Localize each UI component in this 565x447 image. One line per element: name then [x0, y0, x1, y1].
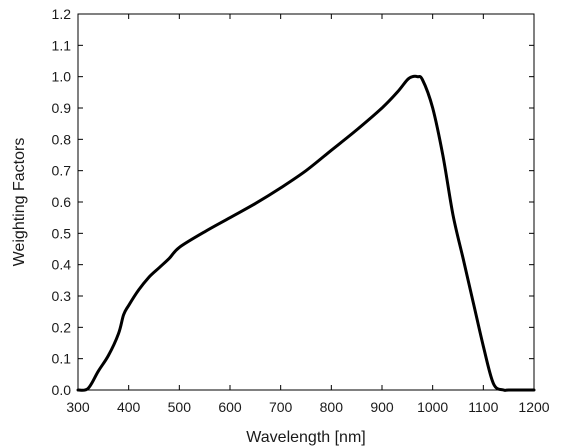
- x-tick-label: 400: [117, 399, 141, 415]
- x-tick-label: 300: [66, 399, 90, 415]
- plot-frame: [77, 13, 535, 391]
- weighting-curve-line: [76, 74, 536, 392]
- x-tick-label: 1100: [468, 399, 498, 415]
- y-tick-label: 0.6: [52, 194, 72, 210]
- y-tick-label: 0.1: [52, 351, 72, 367]
- x-tick-label: 1200: [518, 399, 549, 415]
- x-axis-title: Wavelength [nm]: [246, 429, 365, 446]
- x-tick-label: 1000: [417, 399, 448, 415]
- y-tick-label: 0.3: [52, 288, 72, 304]
- y-tick-label: 0.0: [52, 382, 72, 398]
- y-axis-title: Weighting Factors: [11, 138, 28, 267]
- y-tick-label: 1.2: [52, 6, 72, 22]
- y-tick-label: 0.4: [52, 257, 72, 273]
- y-tick-label: 0.2: [52, 319, 72, 335]
- x-tick-label: 600: [218, 399, 242, 415]
- y-tick-label: 0.5: [52, 225, 72, 241]
- y-tick-label: 1.0: [52, 69, 72, 85]
- x-tick-label: 900: [370, 399, 394, 415]
- x-tick-label: 700: [269, 399, 293, 415]
- y-tick-label: 0.9: [52, 100, 72, 116]
- x-tick-label: 500: [168, 399, 192, 415]
- y-tick-label: 0.8: [52, 131, 72, 147]
- y-tick-label: 0.7: [52, 163, 72, 179]
- x-tick-label: 800: [320, 399, 344, 415]
- y-tick-label: 1.1: [52, 37, 72, 53]
